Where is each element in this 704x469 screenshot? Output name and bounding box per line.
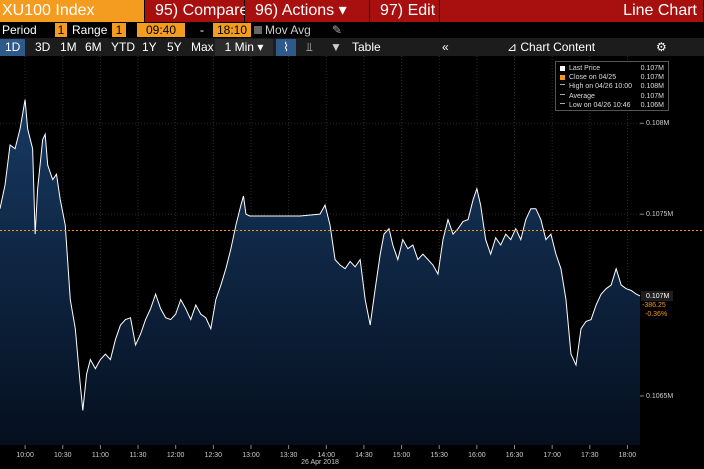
x-tick-label: 16:00	[468, 452, 486, 459]
legend-value: 0.106M	[640, 101, 664, 109]
legend-marker	[560, 102, 565, 109]
x-tick-label: 12:00	[167, 452, 185, 459]
line-icon[interactable]: ⌇	[276, 39, 296, 56]
settings-icon[interactable]: ⚙	[656, 40, 667, 54]
start-time[interactable]: 09:40	[137, 23, 185, 37]
x-tick-label: 11:00	[92, 452, 109, 459]
range-button[interactable]: Max	[191, 40, 214, 54]
x-tick-label: 13:30	[280, 452, 298, 459]
x-tick-label: 10:30	[54, 452, 72, 459]
pencil-icon[interactable]: ✎	[332, 23, 343, 37]
range-button[interactable]: YTD	[111, 40, 135, 54]
legend-marker	[560, 93, 565, 100]
view-title: Line Chart	[440, 0, 704, 22]
range-button[interactable]: 1Y	[142, 40, 157, 54]
legend-value: 0.108M	[640, 83, 664, 91]
x-axis-label: 26 Apr 2018	[301, 459, 339, 466]
range-button[interactable]: 6M	[85, 40, 102, 54]
x-tick-label: 17:30	[581, 452, 599, 459]
legend-label: High on 04/26 10:00	[569, 83, 633, 91]
area	[0, 99, 640, 446]
x-tick-label: 17:00	[543, 452, 561, 459]
last-price-tag	[641, 290, 673, 301]
chart-content-label: Chart Content	[520, 40, 596, 54]
range-button[interactable]: 1D	[0, 39, 26, 56]
mov-avg-label: Mov Avg	[265, 23, 311, 37]
x-tick-label: 11:30	[130, 452, 147, 459]
x-tick-label: 13:00	[242, 452, 260, 459]
range-button[interactable]: 1M	[60, 40, 77, 54]
x-tick-label: 15:00	[393, 452, 411, 459]
actions-label: 96) Actions	[255, 2, 335, 19]
x-tick-label: 14:30	[355, 452, 373, 459]
x-tick-label: 14:00	[318, 452, 336, 459]
table-button[interactable]: Table	[352, 40, 381, 54]
legend-marker	[560, 66, 565, 71]
x-tick-label: 16:30	[506, 452, 524, 459]
range-label: Range	[72, 23, 108, 37]
legend-label: Last Price	[569, 65, 601, 72]
change-label: -386.25	[642, 302, 666, 309]
dropdown-icon[interactable]: ▼	[330, 40, 342, 54]
ticker[interactable]: XU100 Index	[0, 0, 145, 22]
collapse-button[interactable]: «	[442, 40, 449, 54]
period-label: Period	[2, 23, 37, 37]
chart-content-button[interactable]: ⊿ Chart Content	[507, 40, 596, 54]
range-button[interactable]: 3D	[35, 40, 51, 54]
range-bar	[0, 38, 704, 56]
line	[0, 99, 641, 411]
legend-label: Close on 04/25	[569, 74, 617, 82]
x-tick-label: 12:30	[205, 452, 223, 459]
legend-value: 0.107M	[640, 92, 664, 100]
legend-value: 0.107M	[640, 65, 664, 72]
legend: Last Price 0.107M Close on 04/25 0.107M High…	[555, 61, 669, 111]
compare-button[interactable]: 95) Compare	[145, 0, 248, 22]
legend-label: Low on 04/26 10:46	[569, 101, 631, 109]
interval-select[interactable]: 1 Min ▾	[215, 39, 273, 56]
legend-marker	[560, 75, 565, 81]
x-tick-label: 15:30	[430, 452, 448, 459]
change-pct-label: -0.36%	[645, 311, 667, 318]
mov-avg-checkbox[interactable]	[254, 26, 262, 34]
last-price-label: 0.107M	[646, 293, 670, 300]
edit-button[interactable]: 97) Edit ▾	[370, 0, 448, 22]
actions-button[interactable]: 96) Actions ▾	[245, 0, 370, 22]
y-tick-label: 0.108M	[646, 120, 670, 127]
range-button[interactable]: 5Y	[167, 40, 182, 54]
legend-value: 0.107M	[640, 74, 664, 82]
y-tick-label: 0.1065M	[646, 393, 673, 400]
y-tick-label: 0.1075M	[646, 211, 673, 218]
edit-label: 97) Edit	[380, 2, 436, 19]
range-field[interactable]: 1	[112, 23, 126, 37]
legend-label: Average	[569, 92, 595, 100]
x-tick-label: 18:00	[619, 452, 637, 459]
chart: 26 Apr 2018 10:00 10:30 11:00 11:30 12:00 12:…	[0, 56, 704, 466]
legend-marker	[560, 84, 565, 90]
end-time[interactable]: 18:10	[213, 23, 251, 37]
interval-label: 1 Min	[224, 40, 254, 54]
period-field[interactable]: 1	[55, 23, 67, 37]
x-tick-label: 10:00	[16, 452, 34, 459]
range-separator: -	[200, 23, 204, 37]
bar-icon[interactable]: ⫫	[306, 40, 313, 54]
